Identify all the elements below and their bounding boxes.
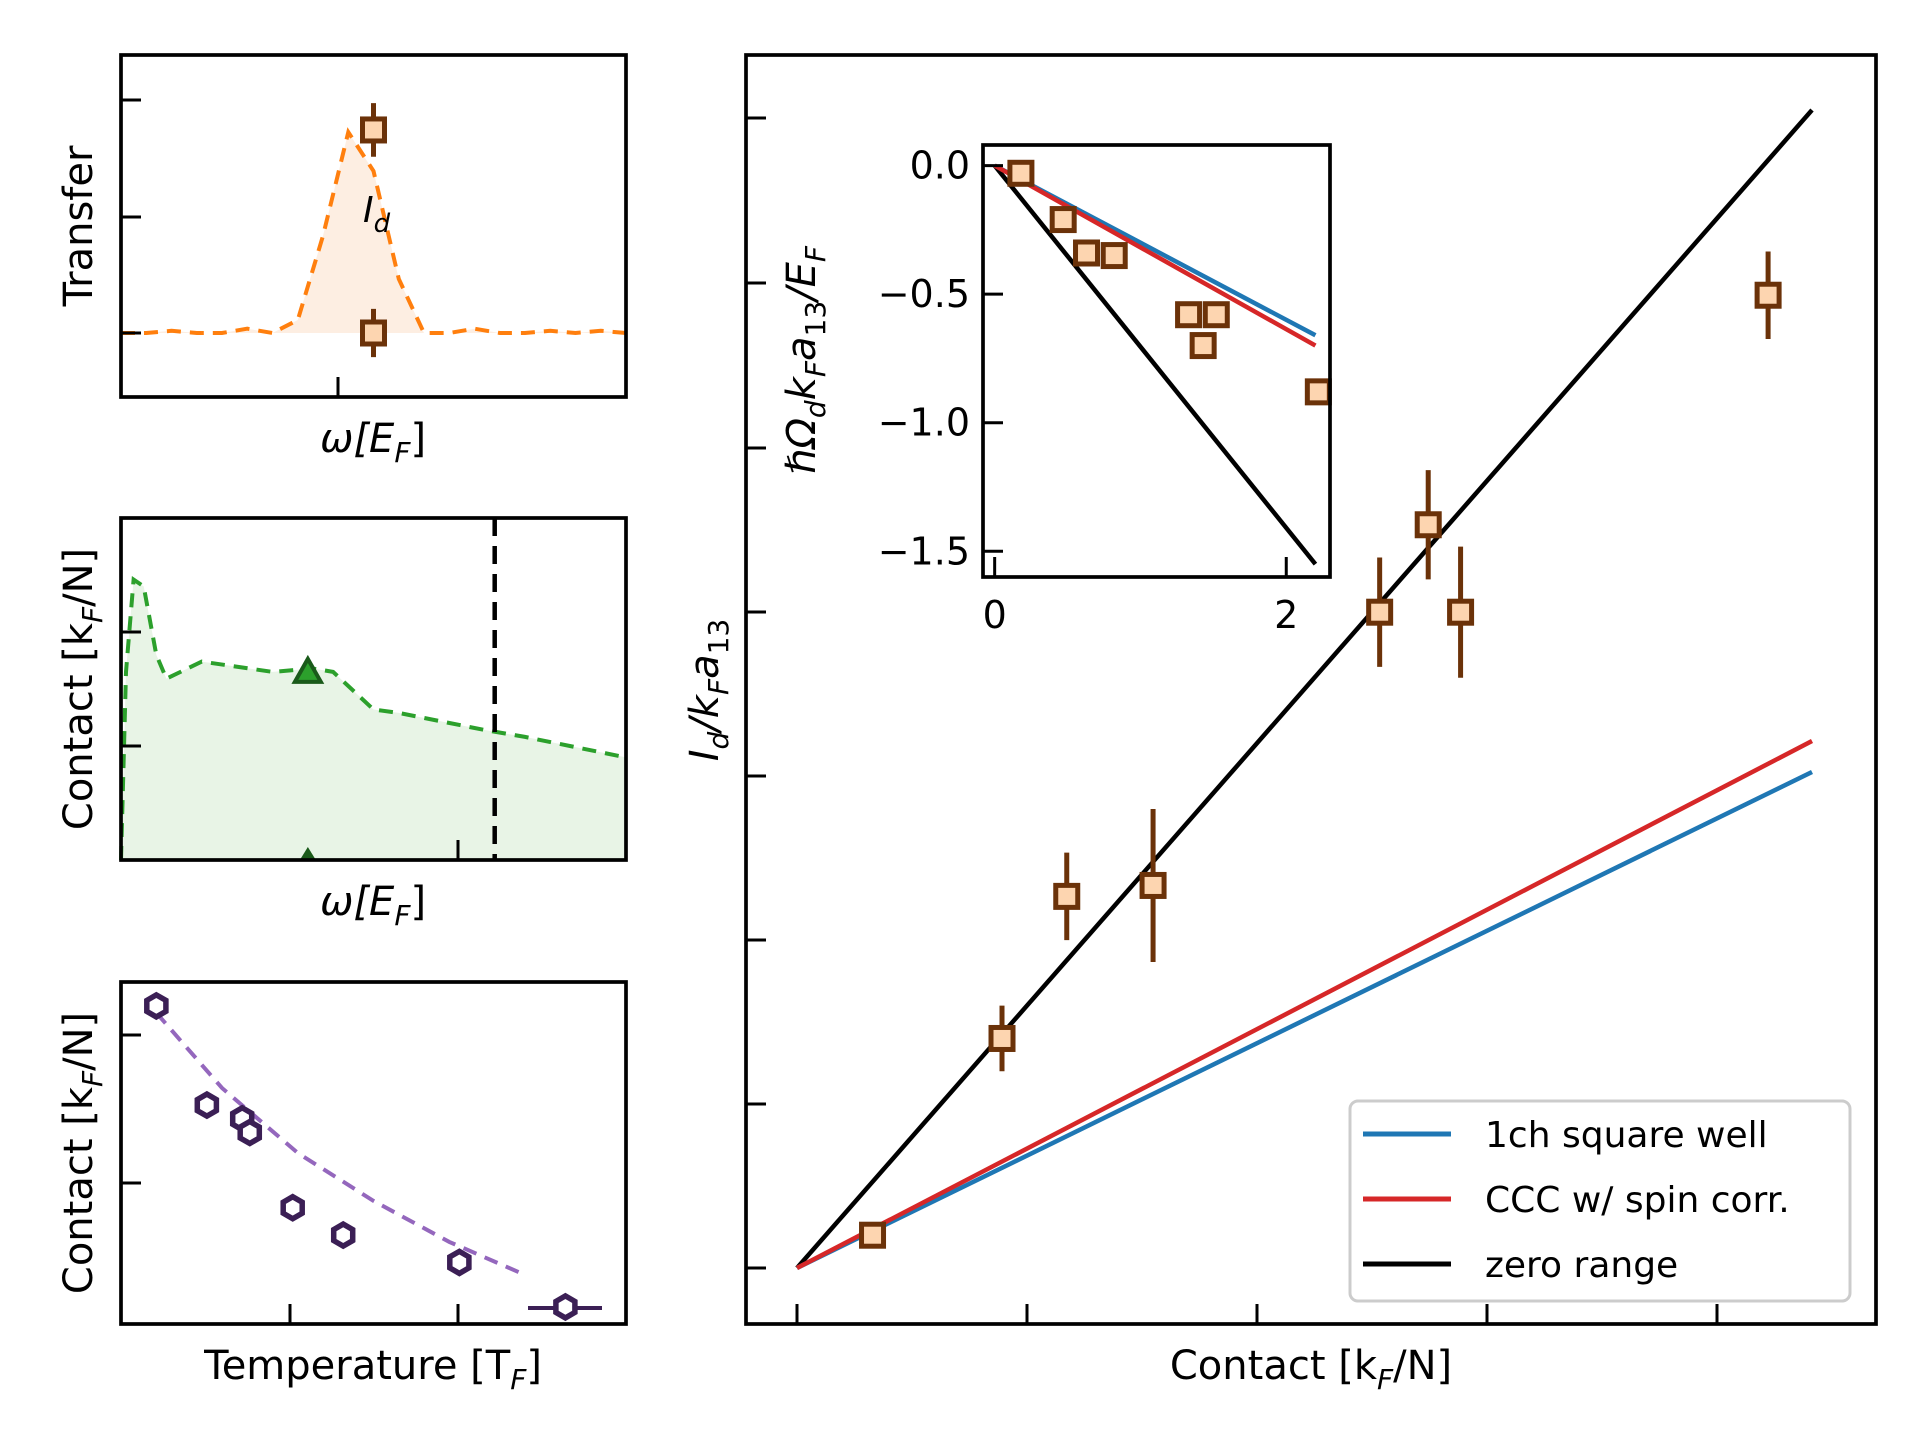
main-point-marker [1366,598,1394,626]
transfer-peak-fill [121,132,626,333]
inset-ccc-spin-line [993,163,1317,348]
transfer-curve [121,127,627,336]
temperature-points [144,991,578,1322]
inset-data-points [1007,159,1332,406]
temperature-hexagon-marker [330,1220,356,1250]
inset-axes-frame [981,143,1332,579]
square-well-line [796,769,1813,1271]
inset-ytick-label: 0.0 [910,144,970,188]
inset-panel: 0.0 −0.5 −1.0 −1.5 0 2 ℏΩdkFa13/EF [779,143,1332,637]
temperature-hexagon-marker [144,991,169,1021]
transfer-xlabel: ω[EF] [320,416,426,469]
main-point-marker [1414,511,1442,539]
legend-label: zero range [1485,1245,1678,1286]
temperature-ylabel: Contact [kF/N] [56,1012,109,1294]
inset-point-marker [1189,332,1217,360]
contact-temperature-panel: Contact [kF/N] Temperature [TF] [56,980,628,1396]
contact-spectrum-axes-frame [119,516,628,862]
contact-spectrum-fill [121,579,626,860]
inset-ylabel: ℏΩdkFa13/EF [779,245,832,474]
inset-point-marker [1073,239,1101,267]
inset-point-marker [1007,159,1035,187]
inset-ytick-label: −0.5 [878,272,970,316]
legend-label: 1ch square well [1485,1115,1768,1156]
inset-point-marker [1175,301,1203,329]
temperature-axes-frame [119,980,628,1326]
transfer-ylabel: Transfer [56,145,102,307]
temperature-hexagon-marker [280,1193,305,1222]
contact-spectrum-xlabel: ω[EF] [320,879,426,932]
main-data-points [859,251,1782,1249]
inset-point-marker [1049,206,1077,234]
temperature-hexagon-marker [553,1292,578,1322]
inset-ytick-label: −1.0 [878,401,970,445]
inset-background [983,145,1330,577]
main-point-marker [1053,882,1081,910]
main-point-marker [988,1024,1016,1052]
contact-spectrum-triangle-marker [299,847,316,860]
legend-label: CCC w/ spin corr. [1485,1180,1790,1221]
main-point-marker [1447,598,1475,626]
inset-xtick-label: 2 [1274,593,1298,637]
main-xlabel: Contact [kF/N] [1170,1343,1452,1396]
inset-zero-range-line [992,164,1318,566]
transfer-point-marker [360,116,387,144]
temperature-hexagon-marker [447,1248,472,1277]
transfer-axes-frame [119,53,628,399]
contact-spectrum-triangle-marker [291,654,325,684]
inset-point-marker [1304,378,1332,406]
inset-xtick-label: 0 [983,593,1007,637]
transfer-point-marker [360,319,387,347]
main-panel: Contact [kF/N] Id/kFa13 [682,53,1878,1396]
transfer-panel: Id Transfer ω[EF] [56,53,628,469]
main-xticks [795,1304,1719,1324]
ccc-spin-line [795,739,1814,1270]
zero-range-line [795,108,1814,1270]
main-point-marker [1754,281,1782,309]
inset-point-marker [1202,301,1230,329]
main-point-marker [859,1221,887,1249]
contact-spectrum-curve [119,576,627,861]
main-ylabel: Id/kFa13 [682,619,735,761]
temperature-hexagon-marker [194,1090,220,1120]
main-axes-frame [744,53,1878,1326]
temperature-hexagon-marker [237,1118,263,1147]
main-yticks [746,116,766,1270]
inset-ytick-label: −1.5 [878,529,970,573]
legend: 1ch square well CCC w/ spin corr. zero r… [1348,1099,1852,1303]
inset-ticks: 0.0 −0.5 −1.0 −1.5 0 2 [878,144,1299,637]
main-point-marker [1139,871,1167,899]
inset-point-marker [1100,242,1128,270]
legend-box [1348,1099,1852,1303]
temperature-xlabel: Temperature [TF] [203,1343,542,1396]
contact-spectrum-ylabel: Contact [kF/N] [56,548,109,830]
transfer-peak-label: Id [363,190,391,239]
contact-spectrum-panel: Contact [kF/N] ω[EF] [56,516,628,932]
contact-spectrum-markers [291,654,325,860]
transfer-points [360,103,387,358]
